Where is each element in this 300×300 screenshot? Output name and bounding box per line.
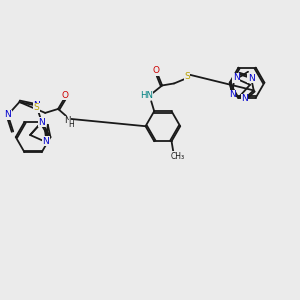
Text: N: N xyxy=(33,101,40,110)
Text: N: N xyxy=(38,118,45,127)
Text: H: H xyxy=(68,120,74,129)
Text: O: O xyxy=(153,66,160,75)
Text: S: S xyxy=(33,103,39,112)
Text: S: S xyxy=(184,72,190,81)
Text: N: N xyxy=(248,74,254,82)
Text: N: N xyxy=(233,73,239,82)
Text: HN: HN xyxy=(140,91,153,100)
Text: N: N xyxy=(43,136,50,146)
Text: N: N xyxy=(229,91,236,100)
Text: N: N xyxy=(4,110,11,119)
Text: N: N xyxy=(241,94,248,103)
Text: CH₃: CH₃ xyxy=(170,152,184,160)
Text: O: O xyxy=(61,91,68,100)
Text: N: N xyxy=(64,116,70,125)
